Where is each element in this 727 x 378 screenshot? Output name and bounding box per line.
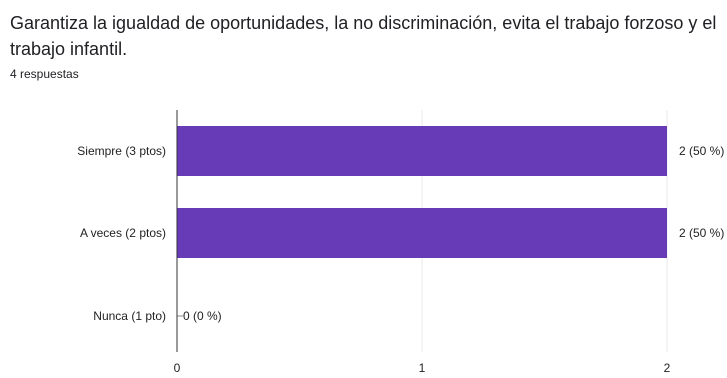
question-title: Garantiza la igualdad de oportunidades, … [10, 13, 717, 59]
category-label: A veces (2 ptos) [80, 226, 166, 240]
x-tick-label: 2 [664, 361, 671, 375]
bar [177, 126, 667, 176]
value-label: 0 (0 %) [183, 309, 222, 323]
category-label: Siempre (3 ptos) [77, 144, 166, 158]
response-count: 4 respuestas [10, 67, 79, 81]
x-tick-label: 1 [419, 361, 426, 375]
value-label: 2 (50 %) [679, 226, 724, 240]
x-tick-label: 0 [174, 361, 181, 375]
bar [177, 208, 667, 258]
value-label: 2 (50 %) [679, 144, 724, 158]
category-label: Nunca (1 pto) [93, 309, 166, 323]
